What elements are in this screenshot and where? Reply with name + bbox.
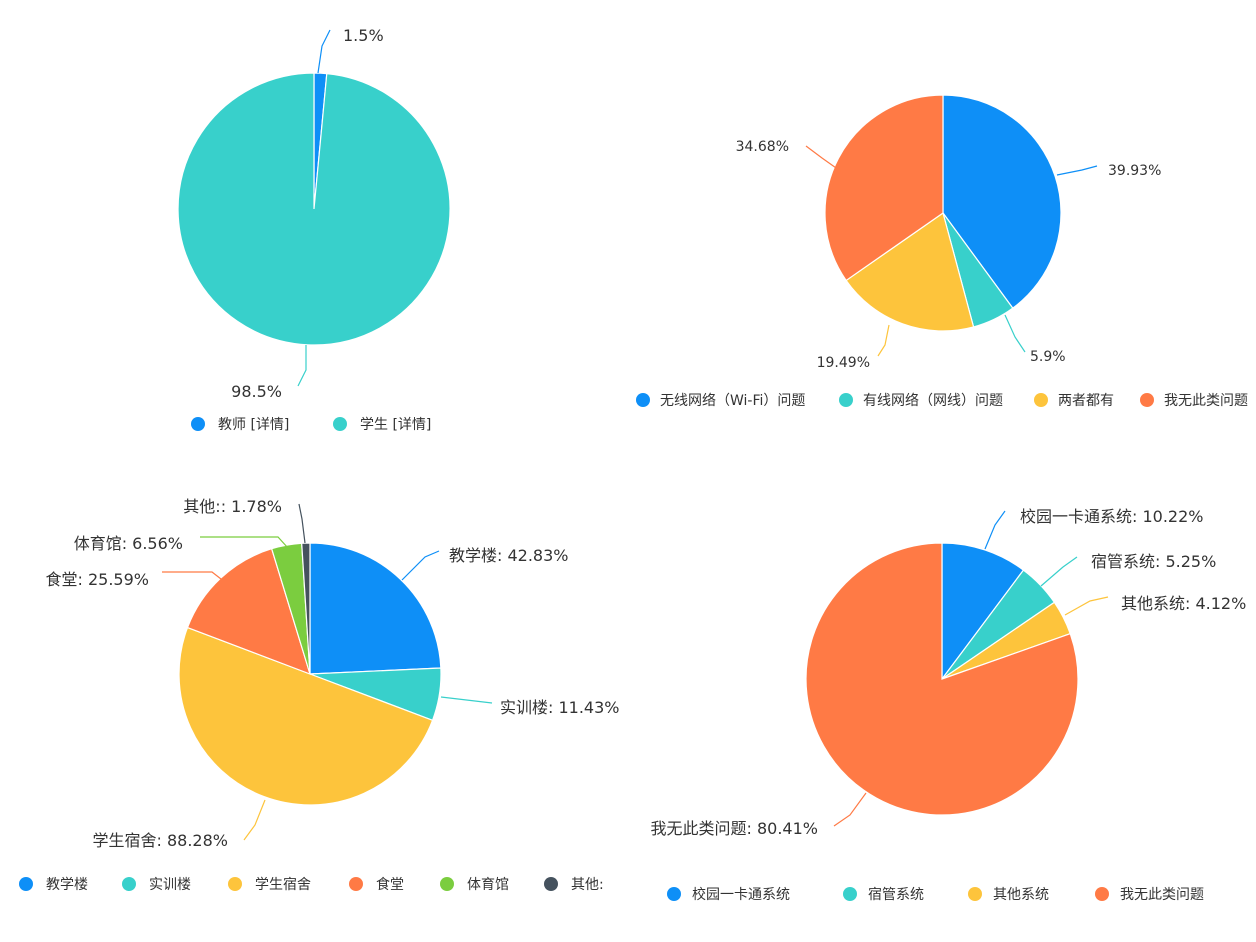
legend-item-label[interactable]: 有线网络（网线）问题 <box>863 393 1003 409</box>
legend-item-label[interactable]: 其他: <box>571 877 604 893</box>
pie-4-data-label: 我无此类问题: 80.41% <box>651 819 819 838</box>
pie-3-data-label: 其他:: 1.78% <box>183 497 282 516</box>
pie-4-data-label: 宿管系统: 5.25% <box>1091 552 1216 571</box>
legend-marker[interactable] <box>191 417 205 431</box>
legend-item-label[interactable]: 食堂 <box>376 876 404 893</box>
legend-item-label[interactable]: 其他系统 <box>993 887 1049 903</box>
pie-3-leader-line <box>298 503 306 544</box>
pie-3-slice-1[interactable] <box>309 542 442 675</box>
pie-4-leader-line <box>1064 596 1109 616</box>
legend-marker[interactable] <box>1095 887 1109 901</box>
pie-3-slice-3[interactable] <box>178 626 434 806</box>
legend-item-label[interactable]: 我无此类问题 <box>1164 393 1248 409</box>
pie-2-slice-1[interactable] <box>942 94 1062 309</box>
legend-item-label[interactable]: 体育馆 <box>467 877 509 893</box>
pie-2-data-label: 5.9% <box>1030 349 1066 365</box>
legend-item-label[interactable]: 校园一卡通系统 <box>692 886 790 903</box>
pie-3-data-label: 学生宿舍: 88.28% <box>93 831 229 850</box>
pie-3-leader-line <box>401 550 440 581</box>
legend-marker[interactable] <box>1140 393 1154 407</box>
legend-item-label[interactable]: 教学楼 <box>46 877 88 893</box>
pie-3-slice-6[interactable] <box>301 542 311 675</box>
pie-3-data-label: 教学楼: 42.83% <box>449 546 569 565</box>
pie-3-data-label: 体育馆: 6.56% <box>74 534 183 553</box>
pie-2-leader-line <box>1004 314 1026 353</box>
legend-item-label[interactable]: 实训楼 <box>149 877 191 893</box>
legend-marker[interactable] <box>843 887 857 901</box>
pie-2-leader-line <box>805 145 847 176</box>
pie-4-slice-4[interactable] <box>805 542 1079 816</box>
legend-marker[interactable] <box>968 887 982 901</box>
legend-marker[interactable] <box>122 877 136 891</box>
pie-chart-2: 39.93% 5.9% 19.49% 34.68% 无线网络（Wi-Fi）问题 有线网络（… <box>636 94 1248 409</box>
pie-3-leader-line <box>162 571 222 580</box>
legend-marker[interactable] <box>333 417 347 431</box>
pie-3-data-label: 实训楼: 11.43% <box>500 698 620 717</box>
legend-marker[interactable] <box>667 887 681 901</box>
legend-marker[interactable] <box>1034 393 1048 407</box>
legend-marker[interactable] <box>349 877 363 891</box>
legend-marker[interactable] <box>544 877 558 891</box>
pie-1-data-label: 98.5% <box>231 382 282 401</box>
pie-4-leader-line <box>984 510 1006 550</box>
pie-4-leader-line <box>833 792 867 827</box>
pie-3-leader-line <box>440 696 493 704</box>
pie-chart-3: 教学楼: 42.83% 实训楼: 11.43% 学生宿舍: 88.28% 食堂: 25… <box>19 497 620 893</box>
pie-2-slice-3[interactable] <box>845 212 975 332</box>
pie-2-leader-line <box>877 324 890 357</box>
pie-2-data-label: 39.93% <box>1108 163 1161 179</box>
pie-2-leader-line <box>1056 165 1098 176</box>
legend-item-label[interactable]: 学生 [详情] <box>360 417 431 433</box>
legend-marker[interactable] <box>440 877 454 891</box>
legend-item-label[interactable]: 学生宿舍 <box>255 876 311 893</box>
pie-3-leader-line <box>243 799 266 841</box>
pie-3-leader-line <box>200 536 289 549</box>
legend-item-label[interactable]: 教师 [详情] <box>218 417 289 433</box>
legend-item-label[interactable]: 无线网络（Wi-Fi）问题 <box>660 393 805 409</box>
pie-2-data-label: 19.49% <box>817 355 870 371</box>
legend-item-label[interactable]: 我无此类问题 <box>1120 887 1204 903</box>
pie-2-slice-4[interactable] <box>824 94 944 282</box>
legend-item-label[interactable]: 宿管系统 <box>868 886 924 903</box>
pie-1-slice-2[interactable] <box>177 72 451 346</box>
pie-1-leader-line <box>297 345 307 387</box>
legend-marker[interactable] <box>228 877 242 891</box>
legend-item-label[interactable]: 两者都有 <box>1058 393 1114 409</box>
pie-1-data-label: 1.5% <box>343 26 384 45</box>
legend-marker[interactable] <box>839 393 853 407</box>
pie-2-data-label: 34.68% <box>736 139 789 155</box>
pie-chart-4: 校园一卡通系统: 10.22% 宿管系统: 5.25% 其他系统: 4.12% 我无此… <box>651 507 1247 903</box>
legend-marker[interactable] <box>636 393 650 407</box>
pie-4-slice-1[interactable] <box>941 542 1025 681</box>
legend-marker[interactable] <box>19 877 33 891</box>
pie-4-leader-line <box>1040 556 1078 587</box>
pie-4-data-label: 其他系统: 4.12% <box>1121 594 1246 613</box>
pie-1-leader-line <box>317 29 331 74</box>
pie-chart-1: 1.5% 98.5% 教师 [详情] 学生 [详情] <box>177 26 451 433</box>
pie-4-data-label: 校园一卡通系统: 10.22% <box>1020 507 1204 526</box>
pie-3-data-label: 食堂: 25.59% <box>46 570 150 589</box>
